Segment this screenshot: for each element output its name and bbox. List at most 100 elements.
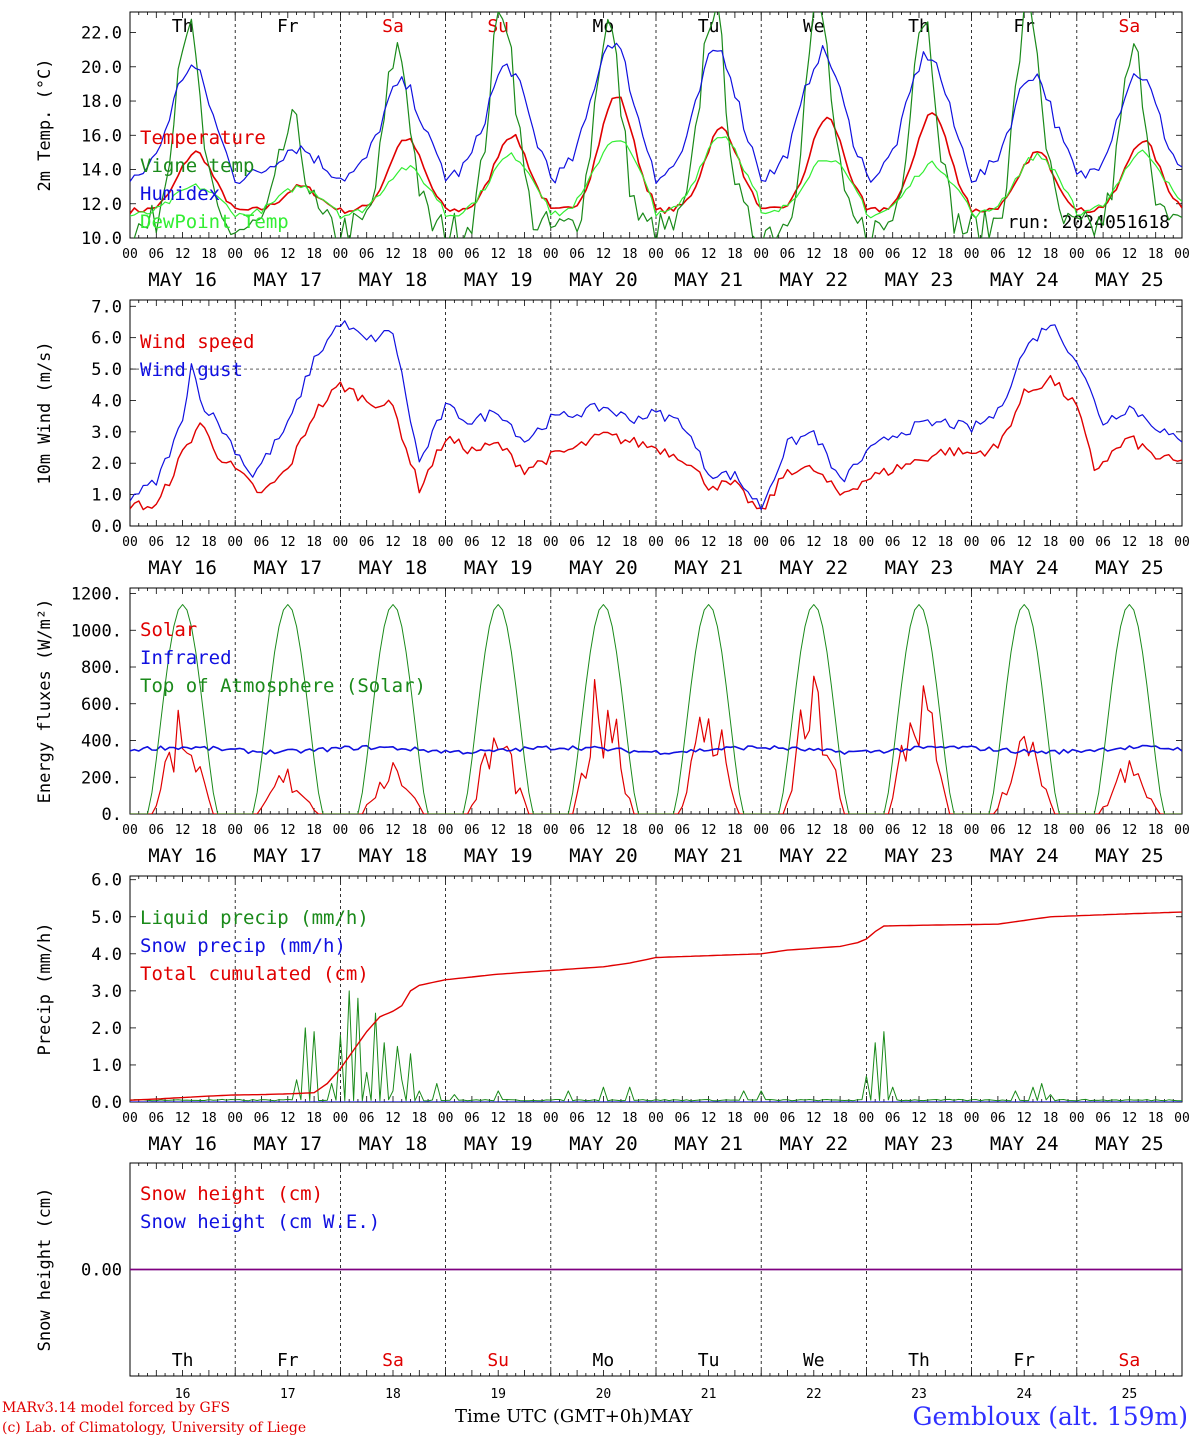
hour-tick-label: 12: [1016, 1111, 1032, 1126]
weekday-label: Sa: [1119, 1350, 1141, 1371]
panel-snow: 0.00 Snow height (cm) Th Fr Sa Su Mo Tu We Th Fr Sa…: [35, 1162, 1183, 1402]
hour-tick-label: 00: [1069, 823, 1085, 838]
hour-tick-label: 12: [1122, 823, 1138, 838]
date-label: MAY 25: [1095, 1133, 1164, 1155]
hour-tick-label: 00: [753, 535, 769, 550]
y-axis-label: Snow height (cm): [35, 1188, 55, 1352]
hour-tick-label: 00: [438, 535, 454, 550]
run-label: run: 2024051618: [1007, 212, 1170, 233]
date-label: MAY 24: [990, 845, 1059, 867]
date-label: MAY 17: [253, 557, 322, 579]
y-tick-label: 1.0: [91, 1056, 122, 1076]
hour-tick-label: 00: [438, 1111, 454, 1126]
date-label: MAY 24: [990, 557, 1059, 579]
legend-entry: Solar: [140, 619, 197, 641]
hour-tick-label: 18: [1043, 247, 1059, 262]
y-tick-label: 18.0: [81, 92, 122, 112]
date-label: MAY 22: [779, 845, 848, 867]
hour-tick-label: 06: [464, 535, 480, 550]
date-label: MAY 23: [885, 269, 954, 291]
hour-tick-label: 00: [543, 247, 559, 262]
hour-tick-label: 18: [201, 1111, 217, 1126]
day-number-label: 20: [596, 1387, 612, 1402]
weekday-label: Sa: [1119, 16, 1141, 37]
hour-tick-label: 00: [1069, 247, 1085, 262]
date-label: MAY 23: [885, 845, 954, 867]
hour-tick-label: 06: [569, 247, 585, 262]
hour-tick-label: 06: [1095, 1111, 1111, 1126]
hour-tick-label: 06: [359, 1111, 375, 1126]
hour-tick-label: 12: [596, 535, 612, 550]
hour-tick-label: 12: [701, 823, 717, 838]
date-label: MAY 24: [990, 1133, 1059, 1155]
x-axis-label: Time UTC (GMT+0h): [455, 1406, 650, 1427]
hour-tick-label: 12: [701, 247, 717, 262]
hour-tick-label: 18: [517, 823, 533, 838]
weekday-label: Su: [487, 1350, 509, 1371]
hour-tick-label: 12: [701, 1111, 717, 1126]
hour-tick-label: 18: [622, 823, 638, 838]
y-tick-label: 200.: [81, 768, 122, 788]
hour-tick-label: 06: [254, 247, 270, 262]
hour-tick-label: 18: [937, 247, 953, 262]
hour-tick-label: 12: [490, 247, 506, 262]
hour-tick-label: 00: [753, 247, 769, 262]
hour-tick-label: 06: [254, 535, 270, 550]
hour-tick-label: 00: [122, 247, 138, 262]
y-tick-label: 0.0: [91, 517, 122, 537]
y-tick-label: 2.0: [91, 1019, 122, 1039]
y-tick-label: 6.0: [91, 329, 122, 349]
hour-tick-label: 18: [517, 535, 533, 550]
hour-tick-label: 18: [517, 1111, 533, 1126]
series-line-humidex: [130, 42, 1182, 184]
x-axis-title: Time UTC (GMT+0h)MAY: [455, 1406, 692, 1427]
hour-tick-label: 12: [911, 535, 927, 550]
hour-tick-label: 12: [490, 535, 506, 550]
hour-tick-label: 06: [990, 1111, 1006, 1126]
date-label: MAY 16: [148, 557, 217, 579]
panel-wind: 0.0 1.0 2.0 3.0 4.0 5.0 6.0 7.0 10m Wind (m/s) 00…: [35, 297, 1190, 579]
date-label: MAY 16: [148, 1133, 217, 1155]
series-line-dewpoint-temp: [130, 136, 1182, 220]
date-label: MAY 22: [779, 269, 848, 291]
hour-tick-label: 12: [385, 247, 401, 262]
date-label: MAY 23: [885, 1133, 954, 1155]
weekday-label: Th: [172, 16, 194, 37]
date-label: MAY 20: [569, 845, 638, 867]
hour-tick-label: 12: [385, 823, 401, 838]
hour-tick-label: 00: [859, 1111, 875, 1126]
hour-tick-label: 18: [832, 1111, 848, 1126]
date-label: MAY 21: [674, 557, 743, 579]
date-label: MAY 20: [569, 557, 638, 579]
y-tick-label: 20.0: [81, 58, 122, 78]
hour-tick-label: 00: [964, 823, 980, 838]
y-tick-label: 22.0: [81, 24, 122, 44]
hour-tick-label: 06: [254, 823, 270, 838]
hour-tick-label: 00: [438, 247, 454, 262]
y-tick-label: 4.0: [91, 945, 122, 965]
hour-tick-label: 18: [201, 535, 217, 550]
hour-tick-label: 00: [648, 1111, 664, 1126]
hour-tick-label: 18: [622, 1111, 638, 1126]
date-label: MAY 23: [885, 557, 954, 579]
panel-precip: 0.0 1.0 2.0 3.0 4.0 5.0 6.0 Precip (mm/h) 00 06 12…: [35, 871, 1190, 1155]
hour-tick-label: 18: [937, 823, 953, 838]
day-number-label: 25: [1122, 1387, 1138, 1402]
hour-tick-label: 18: [411, 535, 427, 550]
hour-tick-label: 06: [1095, 823, 1111, 838]
legend-entry: Humidex: [140, 183, 220, 205]
weekday-label: Tu: [698, 16, 720, 37]
hour-tick-label: 12: [1016, 535, 1032, 550]
y-axis-label: 2m Temp. (°C): [35, 58, 55, 191]
legend-entry: Total cumulated (cm): [140, 963, 369, 985]
hour-tick-label: 06: [148, 823, 164, 838]
hour-tick-label: 18: [832, 247, 848, 262]
hour-tick-label: 00: [1174, 247, 1190, 262]
hour-tick-label: 18: [832, 535, 848, 550]
series-line-wind-speed: [130, 374, 1182, 511]
hour-tick-label: 00: [1069, 535, 1085, 550]
panel-temp: 10.0 12.0 14.0 16.0 18.0 20.0 22.0 2m Temp. (°C…: [35, 11, 1190, 291]
hour-tick-label: 06: [359, 535, 375, 550]
hour-tick-label: 18: [937, 1111, 953, 1126]
hour-tick-label: 12: [175, 535, 191, 550]
